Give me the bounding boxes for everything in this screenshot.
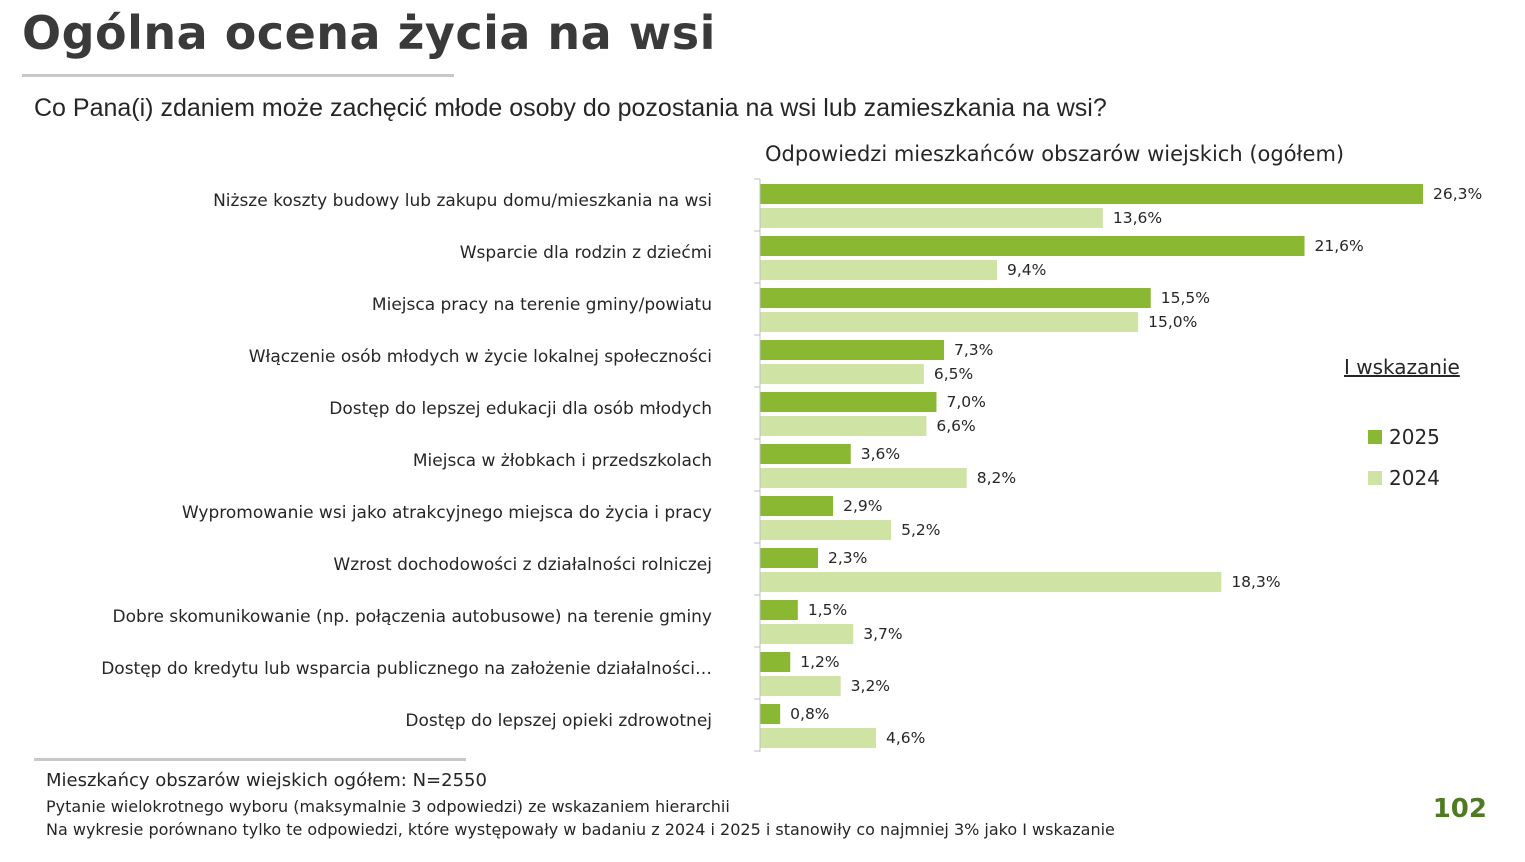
legend-swatch-2025 <box>1368 430 1382 444</box>
category-label: Wsparcie dla rodzin z dziećmi <box>460 243 712 263</box>
value-label-2025: 2,9% <box>843 497 882 515</box>
bar-2024 <box>760 520 892 540</box>
value-label-2024: 18,3% <box>1231 573 1280 591</box>
bar-2025 <box>760 496 834 516</box>
category-label: Dobre skomunikowanie (np. połączenia aut… <box>113 607 712 627</box>
value-label-2025: 0,8% <box>790 705 829 723</box>
value-label-2025: 1,2% <box>800 653 839 671</box>
bar-2024 <box>760 728 876 748</box>
value-label-2024: 5,2% <box>901 521 940 539</box>
value-label-2024: 4,6% <box>886 729 925 747</box>
bar-2024 <box>760 572 1222 592</box>
category-label: Dostęp do lepszej edukacji dla osób młod… <box>329 399 712 419</box>
bar-2024 <box>760 364 924 384</box>
category-label: Włączenie osób młodych w życie lokalnej … <box>249 347 712 367</box>
bar-2024 <box>760 416 927 436</box>
value-label-2024: 6,6% <box>936 417 975 435</box>
value-label-2025: 26,3% <box>1433 185 1482 203</box>
footnote-comparison-note: Na wykresie porównano tylko te odpowiedz… <box>46 820 1115 839</box>
value-label-2025: 15,5% <box>1161 289 1210 307</box>
value-label-2025: 7,3% <box>954 341 993 359</box>
bar-2024 <box>760 468 967 488</box>
legend-swatch-2024 <box>1368 471 1382 485</box>
bar-2024 <box>760 208 1103 228</box>
category-label: Dostęp do lepszej opieki zdrowotnej <box>405 711 712 731</box>
bar-2024 <box>760 312 1139 332</box>
legend-label-2024: 2024 <box>1389 466 1440 490</box>
chart-title: Odpowiedzi mieszkańców obszarów wiejskic… <box>765 142 1345 166</box>
legend-item-2024: 2024 <box>1368 466 1440 490</box>
value-label-2024: 9,4% <box>1007 261 1046 279</box>
bar-2025 <box>760 392 937 412</box>
value-label-2024: 3,2% <box>851 677 890 695</box>
bar-2025 <box>760 236 1305 256</box>
bar-2024 <box>760 624 854 644</box>
category-label: Wypromowanie wsi jako atrakcyjnego miejs… <box>182 503 712 523</box>
value-label-2025: 1,5% <box>808 601 847 619</box>
bar-2025 <box>760 340 945 360</box>
bar-2025 <box>760 600 798 620</box>
survey-question: Co Pana(i) zdaniem może zachęcić młode o… <box>34 94 1107 122</box>
category-label: Niższe koszty budowy lub zakupu domu/mie… <box>213 191 712 211</box>
title-underline <box>22 74 454 77</box>
bar-2024 <box>760 260 997 280</box>
category-label: Miejsca w żłobkach i przedszkolach <box>413 451 712 471</box>
legend-item-2025: 2025 <box>1368 425 1440 449</box>
value-label-2024: 6,5% <box>934 365 973 383</box>
page-title: Ogólna ocena życia na wsi <box>22 6 716 60</box>
value-label-2025: 7,0% <box>946 393 985 411</box>
legend-title: I wskazanie <box>1344 355 1460 379</box>
value-label-2024: 3,7% <box>863 625 902 643</box>
category-label: Dostęp do kredytu lub wsparcia publiczne… <box>101 659 712 679</box>
footer-divider <box>34 758 466 761</box>
footnote-question-type: Pytanie wielokrotnego wyboru (maksymalni… <box>46 797 730 816</box>
bar-2025 <box>760 704 781 724</box>
value-label-2025: 2,3% <box>828 549 867 567</box>
value-label-2024: 15,0% <box>1148 313 1197 331</box>
footnote-sample: Mieszkańcy obszarów wiejskich ogółem: N=… <box>46 770 487 791</box>
bar-2025 <box>760 288 1151 308</box>
value-label-2024: 8,2% <box>977 469 1016 487</box>
value-label-2025: 21,6% <box>1315 237 1364 255</box>
value-label-2025: 3,6% <box>861 445 900 463</box>
legend-label-2025: 2025 <box>1389 425 1440 449</box>
bar-2024 <box>760 676 841 696</box>
category-label: Miejsca pracy na terenie gminy/powiatu <box>372 295 712 315</box>
page-number: 102 <box>1432 794 1487 824</box>
bar-2025 <box>760 652 791 672</box>
bar-2025 <box>760 184 1423 204</box>
category-label: Wzrost dochodowości z działalności rolni… <box>333 555 712 575</box>
bar-2025 <box>760 444 851 464</box>
value-label-2024: 13,6% <box>1113 209 1162 227</box>
bar-2025 <box>760 548 818 568</box>
